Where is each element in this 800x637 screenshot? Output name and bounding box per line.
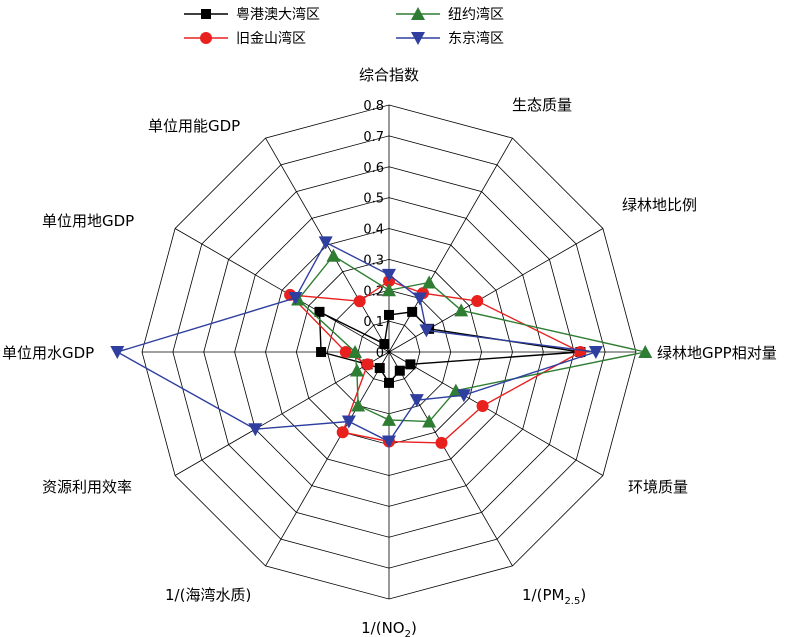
data-point [476, 400, 489, 413]
legend-label: 旧金山湾区 [236, 30, 306, 47]
grid-spoke [265, 351, 390, 567]
tick-label: 0.8 [363, 99, 384, 114]
data-point [422, 275, 437, 289]
data-point [638, 345, 653, 358]
data-point [201, 9, 211, 19]
legend-item: 旧金山湾区 [184, 30, 306, 47]
data-point [456, 389, 471, 403]
data-point [407, 306, 418, 317]
tick-label: 0.7 [363, 130, 384, 145]
data-point [110, 346, 125, 359]
data-point [382, 412, 396, 426]
data-point [353, 295, 366, 308]
axis-label: 综合指数 [359, 66, 419, 84]
tick-label: 0.5 [363, 192, 384, 207]
grid-spoke [388, 351, 604, 476]
radar-grid [141, 104, 637, 600]
data-point [326, 248, 341, 262]
data-point [471, 295, 484, 308]
data-point [314, 306, 325, 317]
tick-label: 0.1 [363, 315, 384, 330]
axis-label: 资源利用效率 [42, 478, 132, 496]
legend-label: 纽约湾区 [448, 6, 504, 23]
data-point [351, 398, 366, 412]
data-point [379, 338, 390, 349]
legend-item: 粤港澳大湾区 [184, 6, 320, 23]
data-point [316, 347, 327, 357]
series-triangle-down [110, 236, 603, 449]
legend-label: 粤港澳大湾区 [236, 6, 320, 23]
axis-label: 环境质量 [628, 478, 688, 496]
data-point [394, 365, 405, 376]
data-point [419, 324, 434, 338]
axis-label: 绿林地比例 [622, 196, 697, 214]
tick-label: 0.3 [363, 253, 384, 268]
axis-label: 1/(海湾水质) [165, 586, 251, 604]
tick-label: 0.6 [363, 161, 384, 176]
grid-spoke [388, 137, 513, 353]
legend-item: 东京湾区 [396, 30, 504, 47]
data-point [200, 32, 212, 44]
data-point [382, 435, 396, 449]
data-point [374, 363, 385, 374]
data-point [409, 394, 424, 408]
data-point [318, 236, 333, 250]
data-point [382, 283, 396, 297]
data-point [341, 415, 356, 429]
legend-item: 纽约湾区 [396, 6, 504, 23]
tick-label: 0.4 [363, 223, 384, 238]
data-point [361, 358, 374, 371]
data-point [435, 436, 448, 449]
data-point [288, 291, 303, 305]
data-point [588, 346, 603, 359]
data-point [384, 309, 394, 320]
grid-spoke [174, 228, 390, 353]
axis-label: 绿林地GPP相对量 [657, 344, 777, 362]
grid-spoke [388, 351, 513, 567]
tick-label: 0 [376, 346, 384, 361]
axis-label: 1/(NO2) [361, 619, 417, 637]
axis-label: 单位用能GDP [148, 117, 240, 135]
data-point [348, 345, 363, 358]
data-point [422, 414, 437, 428]
data-point [454, 303, 469, 317]
data-point [336, 426, 349, 439]
data-point [411, 7, 425, 20]
data-point [382, 268, 396, 282]
legend-label: 东京湾区 [448, 30, 504, 47]
data-point [411, 32, 425, 45]
data-point [339, 346, 352, 358]
data-point [412, 292, 427, 306]
axis-label: 生态质量 [512, 96, 572, 114]
axis-label: 单位用水GDP [2, 344, 94, 362]
data-point [405, 359, 416, 370]
data-point [248, 423, 263, 437]
data-point [384, 377, 394, 388]
axis-label: 1/(PM2.5) [522, 586, 586, 607]
axis-label: 单位用地GDP [42, 212, 134, 230]
data-point [349, 363, 364, 377]
